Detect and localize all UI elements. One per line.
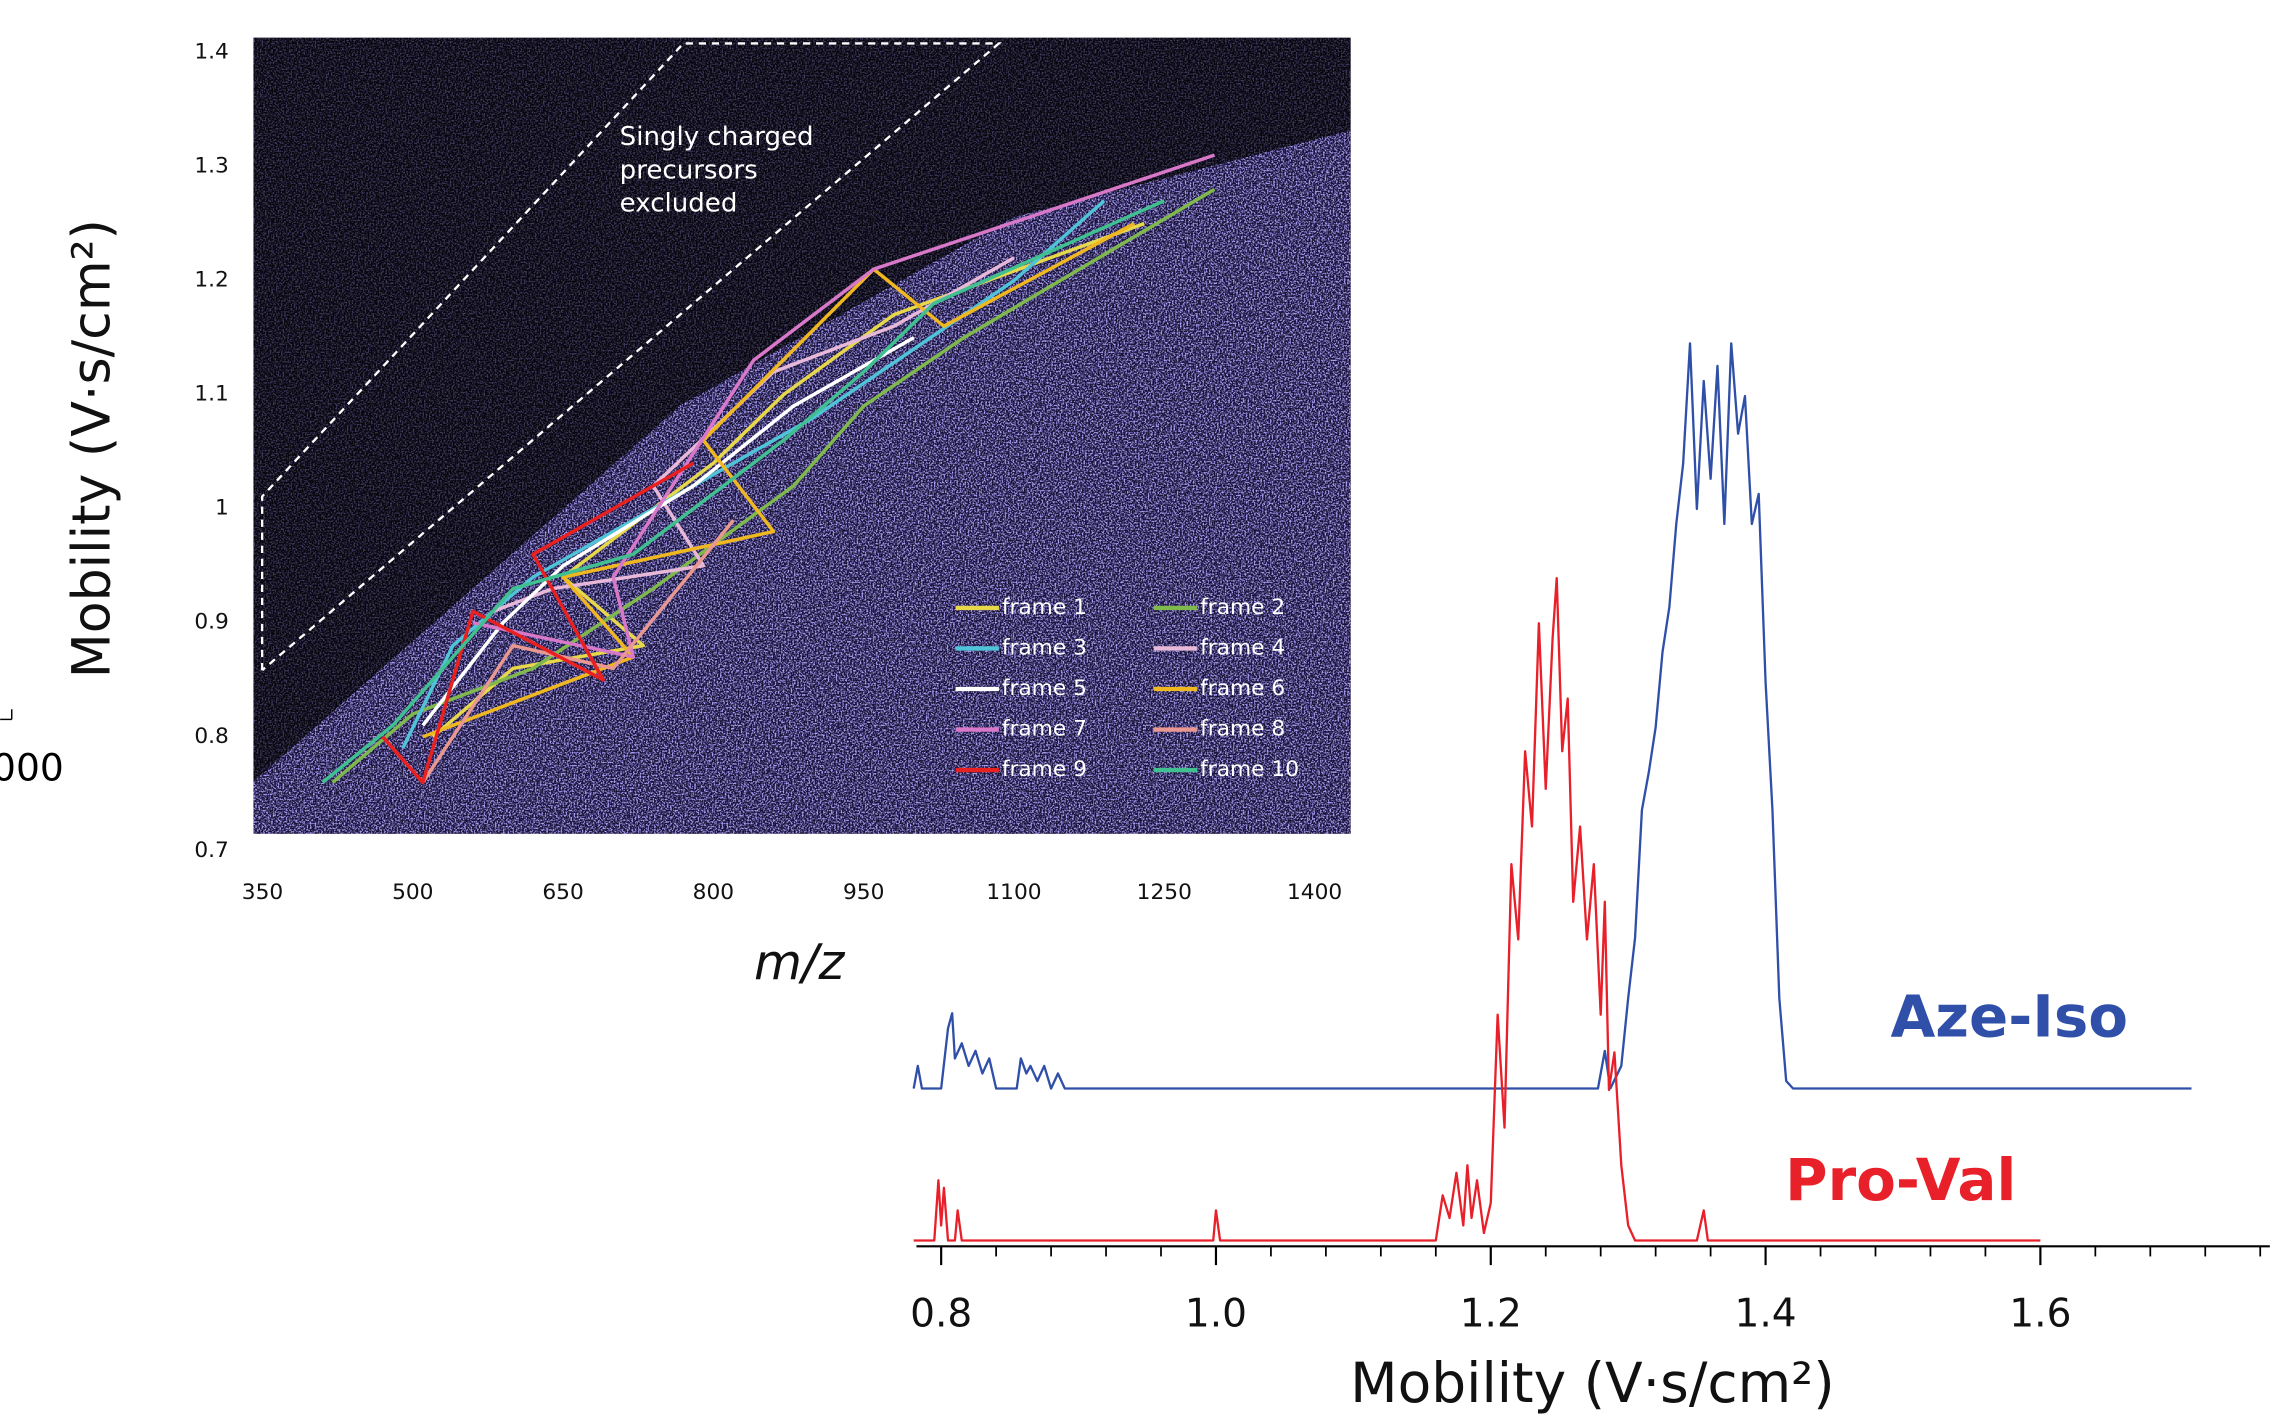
x-tick-label: 1.0 — [1185, 1291, 1247, 1336]
fragment-label: 000 — [0, 746, 64, 790]
x-tick-label: 1.2 — [1460, 1291, 1522, 1336]
legend-label: frame 8 — [1200, 717, 1285, 742]
legend-label: frame 9 — [1002, 757, 1087, 782]
x-tick-label: 1100 — [986, 880, 1041, 905]
frame-line — [422, 222, 1136, 739]
legend-label: frame 2 — [1200, 595, 1285, 620]
legend-label: frame 4 — [1200, 635, 1285, 660]
legend-label: frame 7 — [1002, 717, 1087, 742]
annotation: precursors — [620, 155, 758, 185]
annotation: Singly charged — [620, 122, 814, 152]
y-tick-label: 1.4 — [194, 39, 229, 64]
y-tick-label: 0.7 — [194, 838, 229, 863]
legend-label: frame 3 — [1002, 635, 1087, 660]
x-tick-label: 1.6 — [2009, 1291, 2071, 1336]
series-label: Pro-Val — [1785, 1146, 2016, 1214]
y-tick-label: 1.1 — [194, 382, 229, 407]
trace — [913, 576, 2041, 1242]
y-tick-label: 1 — [215, 496, 229, 521]
legend-label: frame 5 — [1002, 676, 1087, 701]
fragment: 000 — [0, 709, 64, 790]
plot-area — [321, 153, 1216, 785]
y-tick-label: 1.2 — [194, 268, 229, 293]
y-tick-label: 0.9 — [194, 610, 229, 635]
x-axis-label: Mobility (V·s/cm²) — [1350, 1351, 1835, 1415]
x-tick-label: 1.4 — [1734, 1291, 1796, 1336]
x-axis-label: m/z — [754, 933, 846, 991]
y-tick-label: 1.3 — [194, 154, 229, 179]
frame-line — [321, 199, 1166, 784]
x-tick-label: 1400 — [1287, 880, 1342, 905]
x-tick-label: 1250 — [1137, 880, 1192, 905]
frame-line — [421, 336, 915, 727]
legend-label: frame 1 — [1002, 595, 1087, 620]
x-tick-label: 800 — [693, 880, 734, 905]
trace — [912, 342, 2192, 1090]
x-tick-label: 350 — [242, 880, 283, 905]
x-tick-label: 650 — [542, 880, 583, 905]
y-tick-label: 0.8 — [194, 724, 229, 749]
x-tick-label: 0.8 — [910, 1291, 972, 1336]
x-tick-label: 500 — [392, 880, 433, 905]
series-label: Aze-Iso — [1891, 983, 2129, 1051]
frame-line — [381, 461, 695, 785]
frame-line — [331, 187, 1216, 784]
legend-label: frame 10 — [1200, 757, 1299, 782]
legend-label: frame 6 — [1200, 676, 1285, 701]
y-axis-label: Mobility (V·s/cm²) — [63, 219, 123, 678]
annotation: excluded — [620, 189, 738, 219]
x-tick-label: 950 — [843, 880, 884, 905]
